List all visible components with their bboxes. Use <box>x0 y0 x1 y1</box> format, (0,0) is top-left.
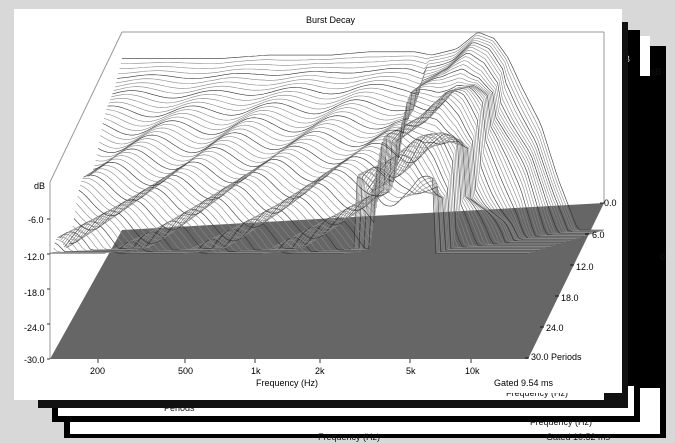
z-tick-label: 30.0 Periods <box>531 352 582 362</box>
decay-slice-line <box>109 60 592 235</box>
decay-slice-line <box>115 44 598 233</box>
sheet3-tick-label: 0 <box>660 252 666 262</box>
decay-slice-line <box>108 64 591 235</box>
x-tick-label: 200 <box>90 366 106 376</box>
decay-slice-line <box>69 133 549 248</box>
z-tick-label: 0.0 <box>604 198 617 208</box>
decay-slice-line <box>95 88 577 239</box>
decay-slice-line <box>73 133 554 246</box>
decay-slice-line <box>89 95 570 241</box>
decay-slice-line <box>76 135 556 245</box>
decay-slice-line <box>90 93 572 241</box>
sheet2-xlabel: Frequency (Hz) <box>530 417 593 427</box>
gate-note: Gated 9.54 ms <box>494 378 554 388</box>
decay-slice-line <box>83 116 564 243</box>
x-tick-label: 1k <box>251 366 261 376</box>
decay-slice-line <box>119 37 602 232</box>
decay-slice-line <box>59 154 539 251</box>
sheet2-periods-label: Periods <box>164 403 195 413</box>
decay-slice-line <box>93 90 574 240</box>
burst-decay-chart: Burst Decay dB -6.0 -12.0 -18.0 -24.0 -3… <box>14 9 622 393</box>
y-tick-label: -6.0 <box>28 215 44 225</box>
x-tick-label: 5k <box>406 366 416 376</box>
decay-slice-line <box>55 164 535 252</box>
decay-slice-line <box>114 47 597 233</box>
x-axis-label: Frequency (Hz) <box>256 378 319 388</box>
decay-slice-line <box>99 86 580 238</box>
decay-slice-line <box>51 173 530 254</box>
decay-slice-line <box>53 169 532 253</box>
decay-slice-line <box>91 91 573 240</box>
decay-slice-line <box>72 132 553 247</box>
decay-slice-line <box>107 68 589 235</box>
decay-slice-line <box>85 107 566 242</box>
x-tick-label: 2k <box>315 366 325 376</box>
decay-slice-line <box>77 132 558 245</box>
z-tick-label: 6.0 <box>592 230 605 240</box>
decay-slice-line <box>66 135 546 249</box>
y-tick-label: -12.0 <box>24 252 45 262</box>
y-tick-label: -30.0 <box>24 355 45 365</box>
decay-slice-line <box>120 35 603 231</box>
decay-slice-line <box>117 42 599 232</box>
y-tick-label: -18.0 <box>24 288 45 298</box>
decay-slice-line <box>96 87 578 239</box>
z-tick-label: 12.0 <box>576 262 594 272</box>
decay-slice-line <box>101 85 583 237</box>
z-tick-label: 24.0 <box>546 323 564 333</box>
decay-slice-line <box>102 84 584 237</box>
sheet1-xlabel: Frequency (Hz) <box>506 388 568 398</box>
chart-title: Burst Decay <box>306 15 356 25</box>
decay-slice-line <box>78 130 559 245</box>
decay-slice-line <box>70 132 550 247</box>
decay-slice-line <box>118 40 601 232</box>
sheet3-xlabel: Frequency (Hz) <box>318 432 381 442</box>
decay-slice-line <box>103 81 585 237</box>
burst-decay-plot <box>47 31 605 363</box>
decay-slice-line <box>122 32 604 231</box>
y-tick-label: -24.0 <box>24 323 45 333</box>
decay-slice-line <box>74 135 555 246</box>
decay-slice-line <box>113 49 596 233</box>
x-tick-label: 10k <box>465 366 480 376</box>
decay-slice-line <box>106 73 588 236</box>
decay-slice-line <box>60 150 540 250</box>
decay-slice-line <box>67 134 547 248</box>
y-axis-label: dB <box>34 181 46 191</box>
decay-slice-line <box>111 56 593 234</box>
decay-slice-line <box>94 89 575 240</box>
decay-slice-line <box>97 86 579 238</box>
z-tick-label: 18.0 <box>561 293 579 303</box>
sheet3-gate-note: Gated 10.52 ms <box>546 432 611 442</box>
decay-slice-line <box>112 52 594 234</box>
decay-slice-line <box>105 77 587 236</box>
decay-slice-line <box>100 85 582 238</box>
sheet3-db-label: dB <box>650 67 662 77</box>
decay-slice-line <box>71 131 551 247</box>
x-tick-label: 500 <box>178 366 194 376</box>
decay-slice-line <box>50 175 528 254</box>
